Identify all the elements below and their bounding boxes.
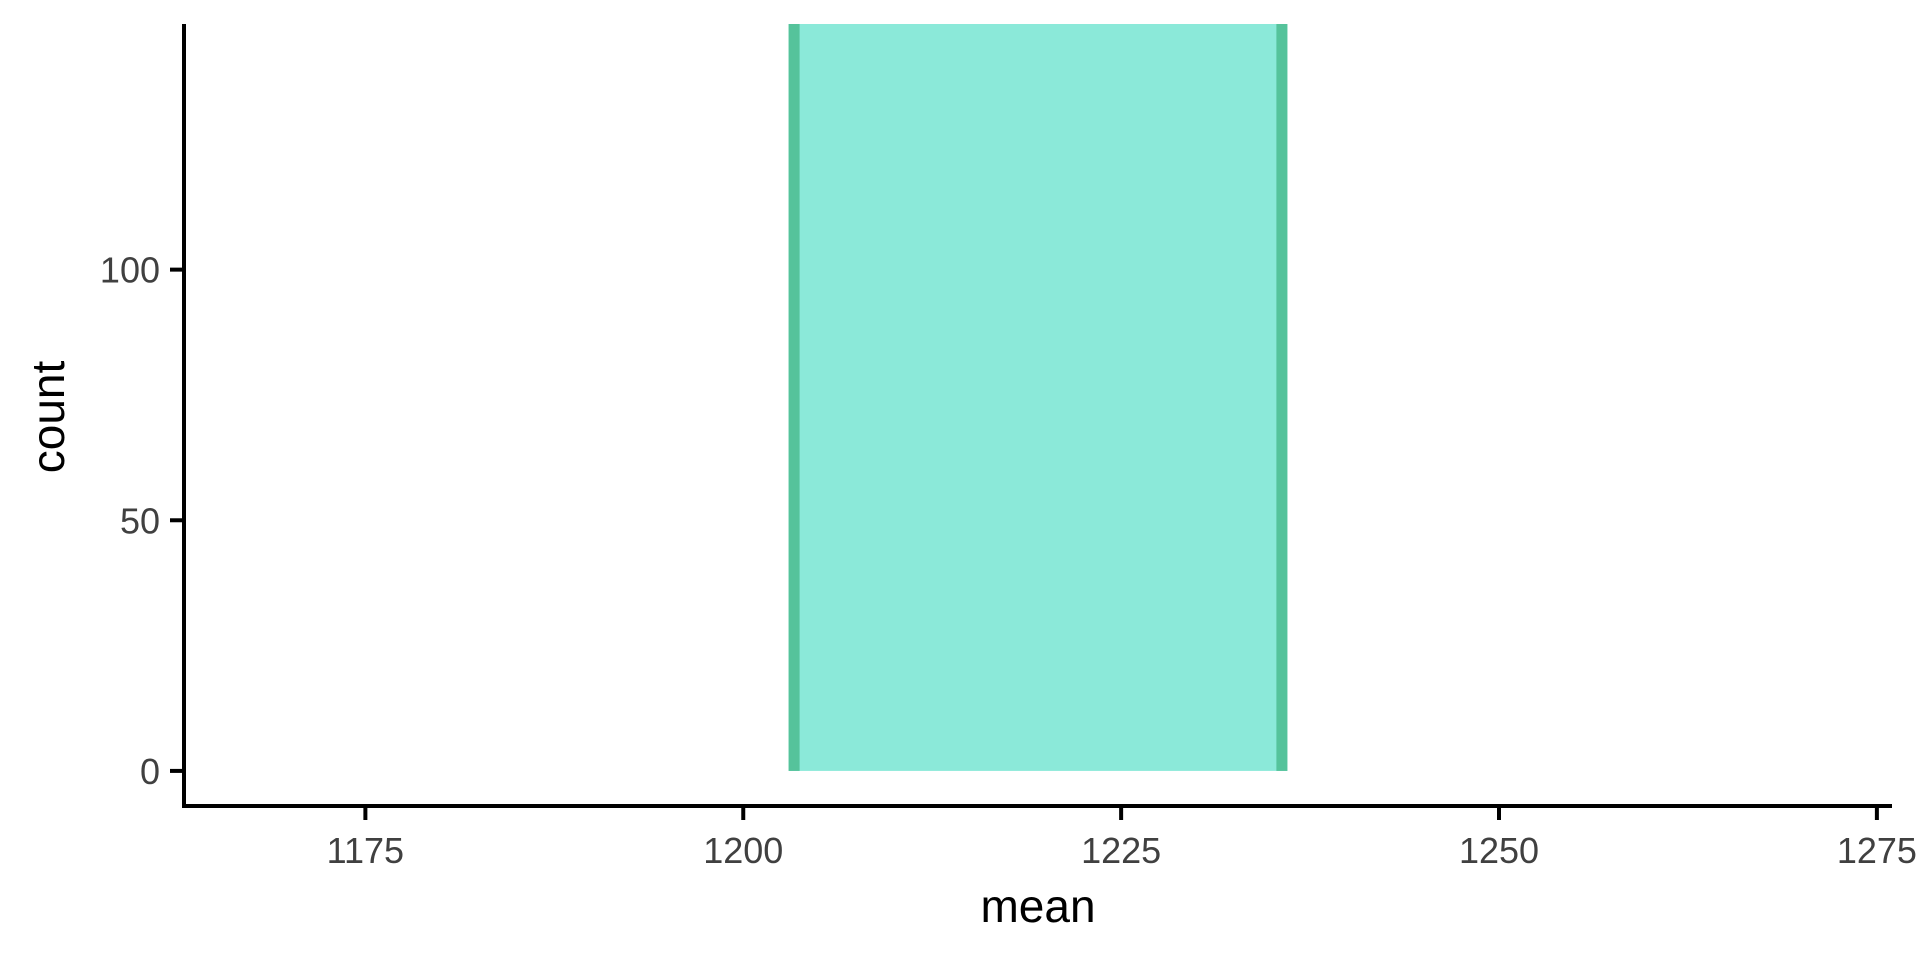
axes-layer <box>182 24 1892 808</box>
x-tick-label: 1275 <box>1837 830 1917 871</box>
y-tick-label: 100 <box>100 250 160 291</box>
histogram-bar-right-edge <box>1276 24 1288 771</box>
ticks-layer: 1175 1200 1225 1250 1275 0 50 100 <box>100 250 1917 871</box>
bars-layer <box>788 24 1288 771</box>
y-axis-title: count <box>22 361 74 474</box>
x-tick-label: 1250 <box>1459 830 1539 871</box>
x-axis-title: mean <box>980 880 1095 932</box>
x-tick-label: 1225 <box>1081 830 1161 871</box>
histogram-bar-left-edge <box>788 24 800 771</box>
x-tick-label: 1175 <box>327 830 404 871</box>
y-tick-label: 0 <box>140 751 160 792</box>
x-tick-label: 1200 <box>703 830 783 871</box>
y-tick-label: 50 <box>120 500 160 541</box>
histogram-bar <box>788 24 1288 771</box>
